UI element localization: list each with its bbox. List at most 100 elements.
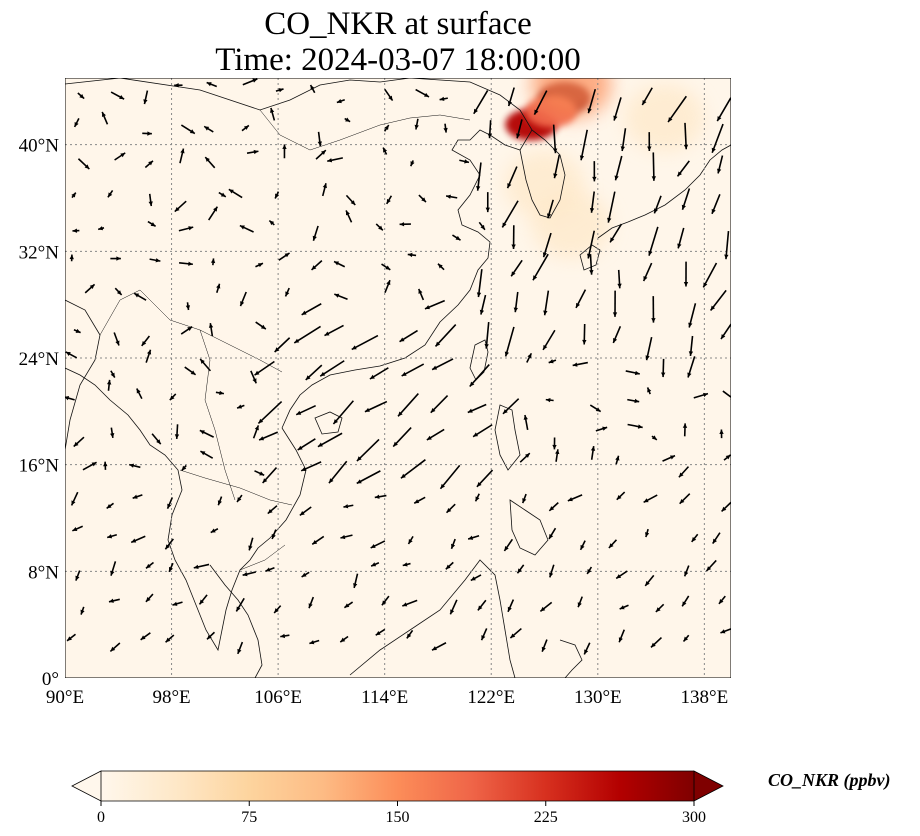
wind-vector (356, 438, 380, 462)
wind-arrowhead (580, 544, 585, 550)
wind-arrowhead (468, 535, 474, 540)
wind-arrowhead (653, 208, 659, 214)
wind-arrowhead (239, 225, 245, 230)
wind-arrowhead (612, 312, 618, 317)
wind-arrowhead (308, 603, 313, 609)
wind-arrowhead (677, 243, 682, 249)
wind-arrowhead (470, 576, 476, 581)
x-tick-label: 114°E (361, 687, 408, 708)
wind-arrowhead (610, 237, 615, 243)
wind-arrowhead (220, 192, 226, 197)
wind-arrowhead (324, 331, 330, 336)
wind-arrowhead (74, 121, 79, 127)
wind-arrowhead (310, 85, 315, 91)
wind-arrowhead (208, 323, 214, 328)
wind-arrowhead (274, 347, 280, 352)
wind-arrowhead (469, 381, 475, 387)
wind-vector (477, 269, 483, 298)
y-tick-label: 16°N (19, 456, 60, 477)
wind-arrowhead (706, 566, 712, 571)
wind-arrowhead (619, 605, 625, 610)
wind-arrowhead (217, 500, 222, 506)
wind-arrowhead (252, 378, 257, 384)
wind-arrowhead (548, 359, 554, 364)
wind-arrowhead (84, 164, 90, 170)
wind-arrowhead (106, 503, 112, 509)
wind-arrowhead (259, 436, 265, 441)
wind-vector (434, 324, 457, 347)
wind-arrowhead (523, 415, 528, 420)
wind-arrowhead (80, 609, 85, 615)
wind-arrowhead (634, 398, 640, 404)
wind-vector (552, 124, 557, 154)
wind-arrowhead (156, 439, 161, 445)
wind-arrowhead (467, 408, 473, 413)
wind-arrowhead (167, 503, 172, 509)
wind-arrowhead (344, 603, 350, 608)
wind-arrowhead (320, 371, 326, 377)
wind-arrowhead (101, 111, 106, 117)
wind-arrowhead (369, 374, 375, 379)
wind-arrowhead (408, 539, 413, 544)
coast-philippines-south (509, 499, 549, 556)
wind-vector (730, 368, 731, 369)
wind-arrowhead (210, 258, 216, 264)
wind-arrowhead (487, 133, 492, 139)
wind-arrowhead (400, 473, 406, 479)
wind-arrowhead (188, 226, 194, 231)
wind-vector (400, 459, 426, 479)
wind-arrowhead (260, 324, 266, 330)
wind-arrowhead (309, 640, 315, 645)
wind-arrowhead (614, 175, 619, 181)
wind-arrowhead (206, 82, 212, 87)
wind-arrowhead (643, 498, 649, 503)
wind-arrowhead (237, 497, 242, 503)
wind-arrowhead (237, 404, 243, 409)
wind-arrowhead (110, 570, 115, 576)
wind-arrowhead (321, 150, 326, 155)
wind-arrowhead (645, 355, 650, 361)
wind-arrowhead (484, 343, 489, 349)
wind-arrowhead (243, 125, 249, 130)
wind-arrowhead (205, 157, 210, 162)
wind-arrowhead (356, 479, 362, 484)
wind-arrowhead (431, 646, 437, 651)
wind-arrowhead (340, 534, 346, 540)
wind-arrowhead (75, 575, 80, 581)
y-tick-label: 24°N (19, 349, 60, 370)
wind-arrowhead (72, 526, 78, 531)
wind-arrowhead (476, 292, 482, 298)
wind-arrowhead (682, 423, 688, 428)
wind-arrowhead (285, 291, 290, 297)
wind-arrowhead (258, 418, 264, 424)
wind-arrowhead (507, 606, 512, 612)
wind-arrowhead (553, 173, 558, 179)
wind-arrowhead (364, 407, 370, 412)
wind-arrowhead (278, 88, 284, 93)
wind-arrowhead (284, 252, 290, 258)
coast-borneo (349, 559, 516, 678)
wind-arrowhead (75, 328, 81, 333)
coast-china (65, 78, 533, 429)
wind-arrowhead (502, 222, 507, 228)
wind-arrowhead (204, 126, 210, 131)
wind-arrowhead (541, 646, 546, 652)
wind-arrowhead (169, 395, 175, 401)
wind-arrowhead (734, 369, 739, 373)
wind-arrowhead (345, 117, 351, 122)
wind-arrowhead (210, 528, 216, 533)
wind-vectors (65, 78, 739, 655)
wind-arrowhead (613, 337, 618, 343)
wind-arrowhead (710, 305, 716, 311)
colorbar-tick-label: 300 (682, 809, 706, 826)
wind-arrowhead (383, 147, 388, 153)
border-interior-1 (149, 299, 283, 373)
wind-arrowhead (150, 222, 156, 227)
wind-arrowhead (189, 129, 195, 134)
wind-arrowhead (107, 192, 113, 198)
wind-arrowhead (682, 601, 687, 607)
wind-arrowhead (532, 275, 538, 281)
wind-arrowhead (174, 83, 179, 88)
wind-arrowhead (311, 265, 317, 270)
wind-arrowhead (305, 375, 311, 380)
